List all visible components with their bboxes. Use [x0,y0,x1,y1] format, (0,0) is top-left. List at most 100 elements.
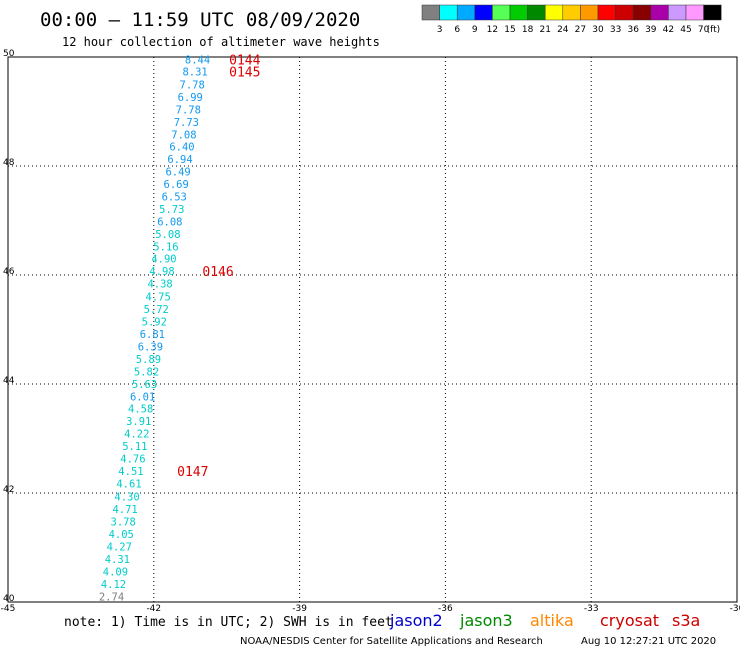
wave-height-value: 6.40 [169,141,194,153]
scale-label: 70 [698,25,710,35]
x-tick-label: -39 [292,604,307,614]
y-tick-label: 48 [3,158,15,168]
scale-swatch [685,4,704,21]
wave-height-value: 4.22 [124,429,149,441]
wave-height-value: 4.12 [101,579,126,591]
time-label: 0145 [229,66,260,81]
wave-height-value: 6.94 [167,154,192,166]
satellite-legend-jason3: jason3 [459,611,513,630]
x-tick-label: -30 [730,604,740,614]
wave-height-value: 7.78 [180,79,205,91]
chart-subtitle: 12 hour collection of altimeter wave hei… [62,35,380,49]
scale-swatch [456,4,476,21]
wave-height-value: 4.98 [149,266,174,278]
scale-unit: (ft) [707,25,721,35]
scale-label: 9 [472,25,478,35]
y-tick-label: 42 [3,485,14,495]
wave-height-value: 5.73 [159,204,184,216]
x-tick-label: -33 [584,604,599,614]
scale-swatch [632,4,652,21]
scale-label: 45 [680,25,691,35]
wave-height-value: 4.09 [103,566,128,578]
wave-height-value: 5.63 [132,379,157,391]
plot-frame [7,56,738,603]
wave-height-value: 6.08 [157,217,182,229]
scale-swatch [492,4,511,21]
scale-swatch [597,4,616,21]
scale-label: 42 [663,25,674,35]
scale-swatch [527,4,546,21]
wave-height-value: 3.78 [111,516,136,528]
wave-height-value: 4.71 [112,504,137,516]
wave-height-value: 6.01 [130,392,155,404]
chart-title: 00:00 – 11:59 UTC 08/09/2020 [40,9,360,31]
wave-height-value: 4.61 [116,479,141,491]
scale-swatch [544,4,564,21]
wave-height-value: 6.99 [178,92,203,104]
wave-height-value: 4.75 [146,291,171,303]
scale-label: 3 [437,25,443,35]
wave-height-value: 6.39 [138,341,163,353]
wave-height-value: 4.51 [118,466,143,478]
wave-height-value: 6.53 [162,192,187,204]
wave-height-value: 4.58 [128,404,153,416]
scale-swatch [668,4,687,21]
x-tick-label: -42 [146,604,161,614]
wave-height-value: 4.05 [109,529,134,541]
wave-height-value: 7.73 [174,117,199,129]
wave-height-value: 8.31 [182,67,207,79]
y-tick-label: 50 [3,49,15,59]
scale-label: 18 [522,25,534,35]
satellite-legend-altika: altika [530,611,574,630]
time-label: 0147 [177,465,208,480]
wave-height-value: 5.92 [142,316,167,328]
y-tick-label: 46 [3,267,15,277]
wave-height-value: 5.72 [144,304,169,316]
wave-height-value: 5.16 [153,242,178,254]
scale-label: 36 [627,25,639,35]
note-text: note: 1) Time is in UTC; 2) SWH is in fe… [64,615,393,630]
scale-label: 12 [487,25,498,35]
time-label: 0146 [202,265,233,280]
satellite-legend-jason2: jason2 [389,611,443,630]
scale-label: 21 [539,25,550,35]
scale-swatch [509,4,528,21]
scale-swatch [650,4,669,21]
time-label: 0144 [229,54,260,69]
scale-swatch [439,4,458,21]
wave-height-value: 5.11 [122,441,147,453]
x-tick-label: -45 [1,604,16,614]
scale-label: 30 [592,25,604,35]
wave-height-value: 7.78 [176,104,201,116]
wave-height-value: 5.89 [136,354,161,366]
scale-label: 24 [557,25,569,35]
wave-height-value: 3.91 [126,416,151,428]
y-tick-label: 44 [3,376,15,386]
scale-label: 33 [610,25,621,35]
scale-label: 15 [504,25,515,35]
scale-swatch [615,4,634,21]
y-tick-label: 40 [3,594,15,604]
wave-height-value: 7.08 [171,129,196,141]
wave-height-value: 4.30 [114,491,139,503]
wave-height-value: 4.27 [107,541,132,553]
scale-label: 6 [454,25,460,35]
footer-timestamp: Aug 10 12:27:21 UTC 2020 [581,636,716,647]
wave-height-value: 4.76 [120,454,145,466]
wave-height-value: 6.81 [140,329,165,341]
scale-swatch [703,4,722,21]
satellite-legend-s3a: s3a [672,611,700,630]
satellite-legend-cryosat: cryosat [600,611,659,630]
scale-swatch [562,4,581,21]
footer-credit: NOAA/NESDIS Center for Satellite Applica… [240,636,543,647]
x-tick-label: -36 [438,604,453,614]
scale-swatch [474,4,493,21]
scale-label: 39 [645,25,657,35]
scale-label: 27 [575,25,586,35]
scale-swatch [580,4,599,21]
wave-height-value: 5.08 [155,229,180,241]
wave-height-value: 4.38 [147,279,172,291]
wave-height-value: 5.82 [134,366,159,378]
wave-height-value: 4.31 [105,554,130,566]
